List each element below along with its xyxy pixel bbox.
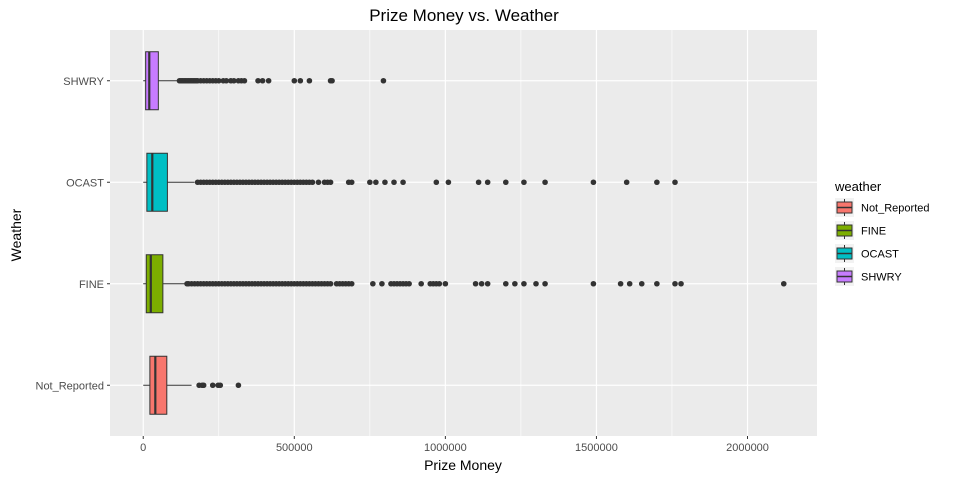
legend-item-fine: FINE [835, 221, 886, 240]
outlier-point [442, 280, 449, 287]
outlier-point [255, 77, 261, 84]
outlier-point [200, 382, 207, 389]
outlier-point [678, 280, 684, 287]
outlier-point [542, 280, 548, 287]
outlier-point [241, 77, 248, 84]
outlier-point [472, 280, 479, 287]
outlier-point [654, 179, 660, 186]
outlier-point [638, 280, 645, 287]
x-tick-label: 1500000 [575, 442, 618, 454]
legend-item-shwry: SHWRY [835, 267, 902, 286]
legend-label: OCAST [861, 249, 899, 261]
outlier-point [231, 77, 237, 84]
outlier-point [380, 77, 387, 84]
legend-title: weather [834, 179, 882, 194]
y-axis-title: Weather [8, 208, 24, 261]
outlier-point [590, 179, 597, 186]
outlier-point [623, 179, 630, 186]
outlier-point [590, 280, 597, 287]
outlier-point [329, 77, 335, 84]
y-tick-label: OCAST [66, 177, 104, 189]
outlier-point [370, 280, 376, 287]
outlier-point [309, 179, 316, 186]
box-iqr [149, 355, 168, 415]
outlier-point [327, 179, 334, 186]
y-tick-label: FINE [79, 279, 104, 291]
outlier-point [315, 179, 322, 186]
outlier-point [780, 280, 787, 287]
outlier-point [484, 280, 491, 287]
legend-item-not-reported: Not_Reported [835, 198, 930, 217]
outlier-point [297, 77, 304, 84]
box-fine [143, 254, 186, 314]
outlier-point [348, 280, 355, 287]
outlier-point [433, 179, 440, 186]
x-tick-label: 1000000 [424, 442, 467, 454]
outlier-point [327, 280, 334, 287]
box-shwry [143, 51, 178, 111]
outlier-point [379, 280, 385, 287]
outliers [176, 77, 787, 389]
outlier-point [626, 280, 633, 287]
outlier-point [521, 280, 527, 287]
outlier-point [502, 280, 509, 287]
outlier-point [306, 77, 313, 84]
outlier-point [542, 179, 548, 186]
boxes [143, 51, 195, 415]
y-tick-label: SHWRY [63, 76, 104, 88]
outlier-point [654, 280, 660, 287]
x-axis: 0 500000 1000000 1500000 2000000 [140, 436, 769, 454]
legend-item-ocast: OCAST [835, 244, 899, 263]
outlier-point [617, 280, 624, 287]
x-tick-label: 0 [140, 442, 146, 454]
outlier-point [291, 77, 298, 84]
x-axis-title: Prize Money [424, 457, 502, 473]
outlier-point [672, 280, 678, 287]
outlier-point [418, 280, 425, 287]
outlier-point [223, 77, 230, 84]
outlier-point [406, 280, 412, 287]
x-tick-label: 500000 [276, 442, 313, 454]
outlier-point [367, 179, 373, 186]
box-iqr [146, 152, 168, 212]
y-axis: Not_Reported FINE OCAST SHWRY [36, 76, 110, 392]
outlier-point [484, 179, 491, 186]
box-ocast [143, 152, 195, 212]
outlier-point [521, 179, 527, 186]
outlier-point [533, 280, 539, 287]
legend-label: SHWRY [861, 272, 902, 284]
outlier-point [400, 179, 406, 186]
legend-label: Not_Reported [861, 203, 930, 215]
outlier-point [259, 77, 266, 84]
outlier-point [348, 179, 355, 186]
box-iqr [145, 51, 159, 111]
plot-panel [110, 30, 817, 436]
outlier-point [235, 382, 242, 389]
y-tick-label: Not_Reported [36, 380, 105, 392]
outlier-point [502, 179, 509, 186]
legend: weather Not_Reported FINE OCAST SHWRY [834, 179, 930, 286]
box-iqr [145, 254, 164, 314]
outlier-point [373, 179, 379, 186]
outlier-point [209, 382, 216, 389]
outlier-point [217, 382, 224, 389]
outlier-point [512, 280, 518, 287]
outlier-point [478, 280, 485, 287]
outlier-point [445, 179, 452, 186]
outlier-point [672, 179, 678, 186]
x-tick-label: 2000000 [726, 442, 769, 454]
legend-label: FINE [861, 226, 886, 238]
outlier-point [265, 77, 272, 84]
outlier-point [215, 77, 222, 84]
outlier-point [382, 179, 388, 186]
outlier-point [475, 179, 482, 186]
outlier-point [391, 179, 397, 186]
chart-title: Prize Money vs. Weather [369, 6, 559, 25]
outlier-point [436, 280, 443, 287]
box-not-reported [143, 355, 192, 415]
